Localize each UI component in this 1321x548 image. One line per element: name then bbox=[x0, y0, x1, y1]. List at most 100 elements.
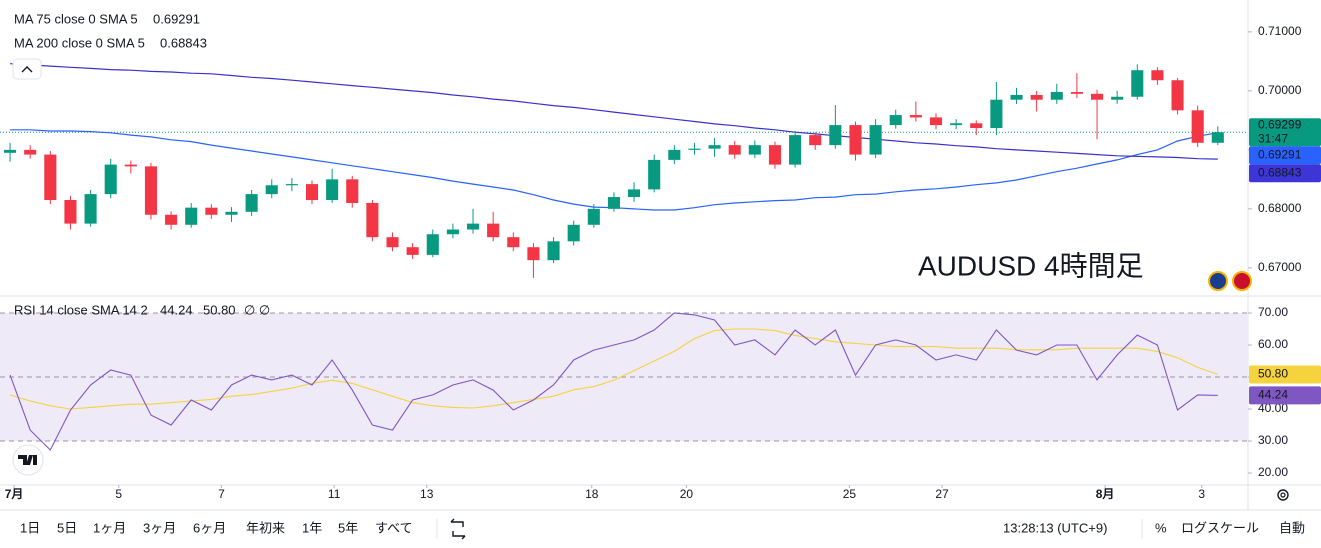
candle-body bbox=[144, 166, 158, 215]
candle-body bbox=[990, 99, 1003, 129]
candle-body bbox=[346, 179, 359, 203]
rsi-line bbox=[9, 312, 1218, 451]
y-tick-label: 0.68000 bbox=[1258, 201, 1302, 215]
x-tick-label: 7月 bbox=[5, 487, 24, 501]
legend-rsi-sma-value: 50.80 bbox=[203, 302, 236, 317]
price-label: 0.69299 bbox=[1258, 117, 1302, 131]
price-label: 44.24 bbox=[1258, 388, 1288, 402]
x-tick-label: 3 bbox=[1198, 487, 1205, 501]
price-label: 0.69291 bbox=[1258, 147, 1302, 161]
x-tick-label: 18 bbox=[585, 487, 599, 501]
price-label: 0.68843 bbox=[1258, 165, 1302, 179]
y-tick-label: 0.71000 bbox=[1258, 24, 1302, 38]
label-layer: MA 75 close 0 SMA 5 0.69291 MA 200 close… bbox=[5, 11, 1321, 540]
candle-body bbox=[205, 207, 218, 215]
x-tick-label: 7 bbox=[218, 487, 225, 501]
y-tick-label: 70.00 bbox=[1258, 305, 1288, 319]
currency-flag bbox=[1232, 271, 1252, 291]
candle-body bbox=[809, 135, 822, 146]
candle-body bbox=[466, 223, 480, 230]
annotation: AUDUSD 4時間足 bbox=[918, 250, 1144, 281]
candle-body bbox=[929, 117, 943, 126]
moving-average-line bbox=[10, 63, 1218, 160]
range-button[interactable]: 6ヶ月 bbox=[193, 520, 226, 535]
legend-ma75: MA 75 close 0 SMA 5 bbox=[14, 11, 138, 26]
candle-body bbox=[1111, 96, 1124, 100]
compare-icon[interactable] bbox=[450, 518, 466, 540]
x-tick-label: 25 bbox=[843, 487, 857, 501]
candle-body bbox=[889, 115, 902, 126]
y-tick-label: 0.67000 bbox=[1258, 260, 1302, 274]
candle-body bbox=[84, 194, 97, 224]
candle-body bbox=[305, 184, 319, 201]
candle-body bbox=[970, 123, 983, 129]
range-button[interactable]: 年初来 bbox=[246, 520, 285, 535]
range-button[interactable]: 1日 bbox=[20, 520, 40, 535]
candle-body bbox=[728, 145, 741, 155]
candle-body bbox=[1070, 92, 1083, 94]
range-button[interactable]: 5年 bbox=[338, 520, 358, 535]
candle-body bbox=[607, 197, 620, 209]
candle-body bbox=[104, 164, 117, 195]
settings-icon[interactable] bbox=[1277, 489, 1289, 501]
candle-body bbox=[124, 164, 137, 167]
candle-body bbox=[165, 214, 178, 225]
x-tick-label: 5 bbox=[115, 487, 122, 501]
legend-ma75-value: 0.69291 bbox=[153, 11, 200, 26]
price-label: 50.80 bbox=[1258, 367, 1288, 381]
x-tick-label: 27 bbox=[935, 487, 949, 501]
settings-icon-core bbox=[1280, 492, 1286, 498]
candle-body bbox=[1010, 94, 1023, 100]
candle-body bbox=[567, 224, 580, 242]
range-button[interactable]: 3ヶ月 bbox=[143, 520, 176, 535]
candle-body bbox=[366, 202, 379, 238]
y-tick-label: 30.00 bbox=[1258, 433, 1288, 447]
candle-body bbox=[950, 123, 963, 126]
collapse-button-bg[interactable] bbox=[12, 58, 42, 80]
candle-body bbox=[748, 145, 761, 155]
candle-body bbox=[24, 149, 37, 155]
candle-body bbox=[185, 207, 198, 225]
compare-button[interactable] bbox=[450, 518, 466, 540]
price-label-bg bbox=[1249, 118, 1321, 147]
auto-toggle[interactable]: 自動 bbox=[1279, 520, 1305, 535]
log-toggle[interactable]: ログスケール bbox=[1181, 520, 1259, 535]
candle-body bbox=[1131, 70, 1144, 97]
legend-ma200-value: 0.68843 bbox=[160, 35, 207, 50]
candle-body bbox=[587, 208, 600, 225]
candle-body bbox=[648, 159, 661, 190]
candle-body bbox=[1211, 132, 1224, 143]
candle-body bbox=[326, 179, 339, 201]
plot-layer bbox=[4, 63, 1224, 451]
candle-body bbox=[869, 125, 882, 155]
collapse-button[interactable] bbox=[12, 58, 42, 80]
range-button[interactable]: 1年 bbox=[302, 520, 322, 535]
currency-flag bbox=[1208, 271, 1228, 291]
y-tick-label: 40.00 bbox=[1258, 401, 1288, 415]
candle-body bbox=[487, 223, 500, 238]
percent-toggle[interactable]: % bbox=[1155, 520, 1167, 535]
tv-logo[interactable] bbox=[12, 444, 44, 476]
candle-body bbox=[909, 115, 922, 118]
price-label-bg bbox=[1249, 386, 1321, 405]
range-button[interactable]: すべて bbox=[375, 520, 413, 535]
x-tick-label: 20 bbox=[680, 487, 694, 501]
candle-body bbox=[668, 149, 681, 160]
legend-rsi: RSI 14 close SMA 14 2 bbox=[14, 302, 148, 317]
legend-extra: ∅ ∅ bbox=[244, 302, 270, 317]
x-tick-label: 8月 bbox=[1096, 487, 1115, 501]
settings-button[interactable] bbox=[1277, 489, 1289, 501]
range-button[interactable]: 5日 bbox=[57, 520, 77, 535]
clock[interactable]: 13:28:13 (UTC+9) bbox=[1003, 520, 1107, 535]
candle-body bbox=[4, 149, 17, 153]
candle-body bbox=[527, 247, 540, 261]
candle-body bbox=[1151, 70, 1164, 81]
range-button[interactable]: 1ヶ月 bbox=[93, 520, 126, 535]
candle-body bbox=[829, 125, 842, 146]
candle-body bbox=[245, 194, 258, 212]
y-tick-label: 20.00 bbox=[1258, 465, 1288, 479]
y-tick-label: 0.70000 bbox=[1258, 83, 1302, 97]
